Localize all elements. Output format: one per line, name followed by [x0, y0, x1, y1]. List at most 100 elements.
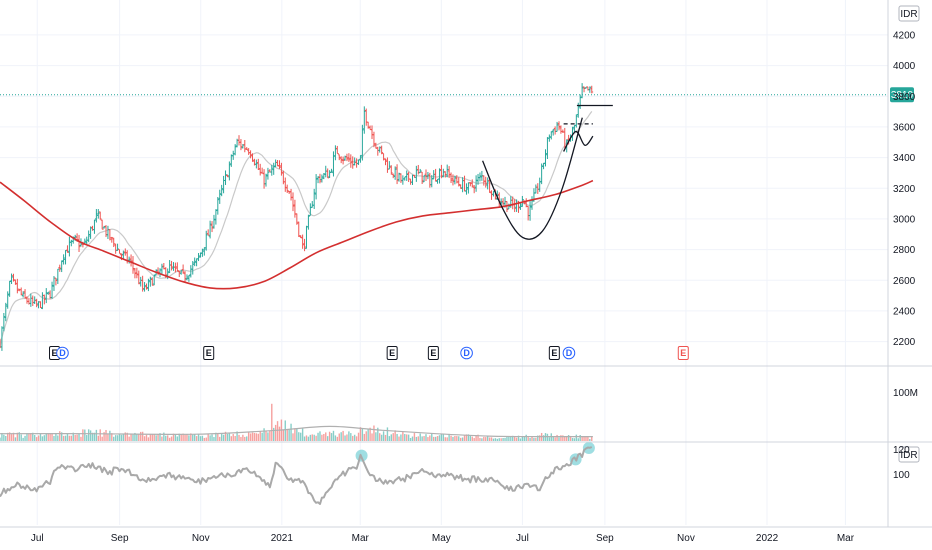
volume-bar	[118, 434, 121, 441]
dividend-marker[interactable]: D	[562, 346, 576, 360]
volume-bar	[303, 436, 306, 441]
ohlc-bar	[214, 209, 218, 225]
volume-bar	[209, 435, 211, 441]
ohlc-bar	[152, 274, 156, 286]
volume-bar	[159, 433, 161, 441]
volume-bar	[492, 438, 495, 441]
volume-bar	[465, 434, 468, 441]
ohlc-bar	[187, 275, 191, 282]
ohlc-bar	[397, 172, 401, 182]
volume-bar	[564, 436, 566, 441]
earnings-marker[interactable]: E	[677, 346, 689, 360]
earnings-marker[interactable]: E	[386, 346, 398, 360]
ohlc-bar	[67, 236, 71, 257]
volume-bar	[442, 433, 445, 441]
ohlc-bar	[121, 250, 125, 259]
dividend-marker[interactable]: D	[460, 346, 473, 360]
ohlc-bar	[108, 229, 112, 241]
cup-and-handle-pattern[interactable]	[482, 104, 613, 240]
volume-bar	[513, 436, 516, 441]
volume-bar	[24, 435, 26, 441]
earnings-marker[interactable]: E	[548, 346, 560, 360]
volume-bar	[417, 436, 419, 441]
ohlc-bar	[98, 211, 102, 220]
volume-ma-line	[0, 425, 593, 438]
volume-bar	[479, 437, 481, 441]
ohlc-bar	[204, 230, 208, 251]
volume-bar	[286, 429, 288, 441]
ohlc-bar	[380, 145, 384, 155]
ohlc-bar	[488, 178, 491, 193]
ohlc-bar	[87, 230, 91, 243]
volume-bar	[66, 433, 69, 441]
ohlc-bar	[280, 162, 283, 176]
dividend-marker[interactable]: D	[56, 346, 69, 360]
ohlc-bar	[2, 312, 6, 332]
volume-bar	[409, 437, 412, 441]
svg-text:D: D	[463, 348, 470, 358]
volume-bar	[384, 434, 387, 441]
ohlc-bar	[345, 153, 349, 162]
svg-text:D: D	[59, 348, 66, 358]
ohlc-bar	[308, 203, 312, 217]
volume-bar	[284, 420, 286, 441]
volume-bar	[70, 435, 73, 441]
ohlc-bar	[148, 276, 152, 287]
ohlc-bar	[366, 121, 370, 129]
volume-bar	[155, 435, 157, 441]
ohlc-bar	[227, 161, 231, 181]
price-tick-label: 3600	[893, 122, 916, 133]
ohlc-bar	[484, 176, 488, 188]
volume-bar	[379, 433, 381, 441]
volume-bar	[199, 436, 202, 441]
ohlc-bar	[387, 161, 391, 170]
volume-bar	[377, 427, 379, 441]
volume-bar	[30, 433, 32, 441]
volume-bar	[404, 434, 406, 441]
ohlc-bar	[580, 83, 584, 99]
earnings-marker[interactable]: E	[203, 346, 215, 360]
ohlc-bar	[218, 189, 222, 204]
volume-bar	[64, 435, 67, 441]
ohlc-bar	[314, 174, 318, 200]
volume-bar	[276, 421, 279, 441]
volume-bar	[255, 433, 258, 441]
volume-tick-label: 100M	[893, 388, 918, 399]
price-tick-label: 2200	[893, 337, 916, 348]
ohlc-bar	[382, 153, 385, 161]
cup-curve[interactable]	[482, 117, 583, 240]
volume-bar	[350, 433, 352, 441]
volume-bar	[359, 427, 362, 441]
ohlc-bar	[46, 291, 50, 295]
ohlc-bar	[15, 278, 19, 294]
ohlc-bar	[293, 199, 297, 218]
ohlc-bar	[478, 172, 482, 182]
volume-bar	[363, 433, 366, 441]
volume-bar	[205, 437, 207, 441]
volume-bar	[328, 431, 331, 441]
ohlc-bar	[547, 134, 551, 142]
time-tick-label: Nov	[677, 533, 695, 544]
ohlc-bar	[266, 167, 270, 180]
ohlc-bar	[283, 177, 287, 192]
earnings-marker[interactable]: E	[427, 346, 439, 360]
currency-badge-main[interactable]: IDR	[898, 5, 920, 22]
handle-curve[interactable]	[563, 130, 594, 152]
volume-bar	[282, 429, 285, 441]
volume-bar	[554, 437, 556, 441]
volume-bar	[565, 435, 568, 441]
ohlc-bar	[106, 225, 110, 239]
ohlc-bar	[135, 267, 139, 279]
volume-bar	[400, 434, 402, 441]
volume-bar	[456, 436, 458, 441]
volume-bar	[207, 433, 209, 441]
volume-bar	[340, 432, 342, 441]
currency-badge-rs[interactable]: IDR	[898, 446, 920, 463]
volume-bar	[193, 434, 196, 441]
ohlc-bar	[530, 196, 534, 210]
volume-bar	[5, 435, 7, 441]
volume-bar	[68, 435, 71, 441]
